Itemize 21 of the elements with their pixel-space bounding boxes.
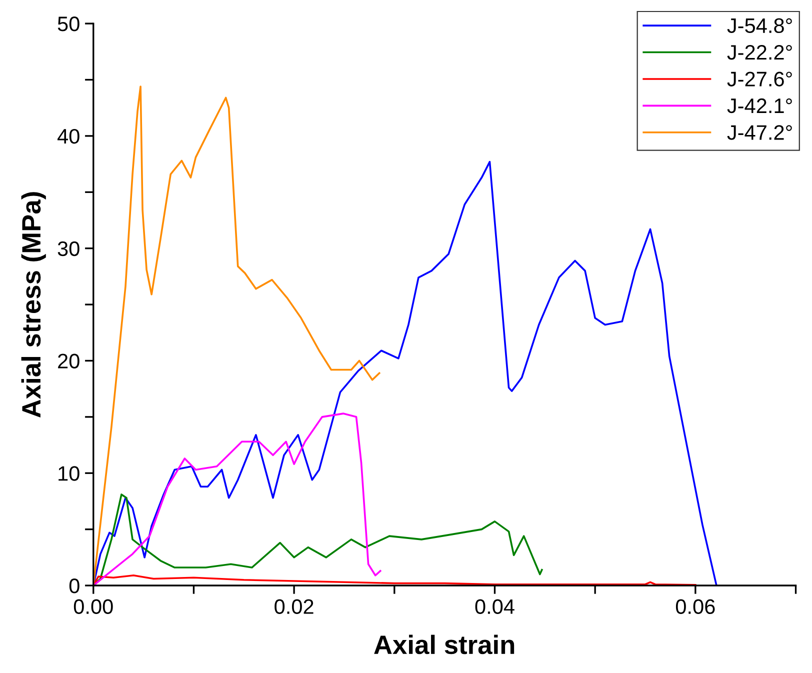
y-tick-label: 40	[57, 128, 80, 144]
y-tick-label: 30	[58, 241, 80, 256]
y-tick-label: 50	[58, 16, 80, 32]
y-tick-label: 10	[58, 466, 80, 481]
x-tick-label: 0.00	[74, 599, 113, 614]
legend-label: J-54.8°	[727, 18, 792, 34]
legend-label: J-27.6°	[727, 72, 792, 86]
line-series	[93, 86, 380, 586]
x-tick-label: 0.06	[676, 599, 715, 614]
y-tick-label: 0	[69, 578, 80, 594]
legend-label: J-22.2°	[727, 45, 792, 60]
line-series	[93, 412, 382, 586]
legend-label: J-47.2°	[727, 125, 792, 140]
line-series	[93, 160, 718, 586]
x-tick-label: 0.02	[274, 599, 314, 614]
line-series	[93, 574, 696, 586]
y-tick-label: 20	[58, 354, 80, 368]
y-axis-title: Axial stress (MPa)	[21, 192, 46, 418]
legend-label: J-42.1°	[727, 98, 792, 114]
x-tick-label: 0.04	[475, 599, 514, 614]
x-axis-title: Axial strain	[374, 634, 514, 654]
